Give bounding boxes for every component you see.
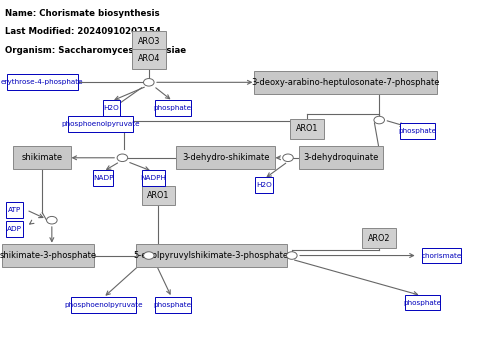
FancyBboxPatch shape (132, 31, 166, 51)
Text: 3-deoxy-arabino-heptulosonate-7-phosphate: 3-deoxy-arabino-heptulosonate-7-phosphat… (252, 78, 440, 87)
Text: 3-dehydro-shikimate: 3-dehydro-shikimate (182, 153, 269, 162)
Text: ARO3: ARO3 (138, 37, 160, 46)
Text: H2O: H2O (104, 105, 119, 111)
FancyBboxPatch shape (290, 119, 324, 139)
Text: phosphoenolpyruvate: phosphoenolpyruvate (64, 302, 143, 308)
Text: ARO1: ARO1 (296, 124, 318, 133)
FancyBboxPatch shape (405, 295, 440, 310)
FancyBboxPatch shape (135, 244, 287, 267)
FancyBboxPatch shape (6, 221, 23, 237)
FancyBboxPatch shape (299, 146, 383, 169)
FancyBboxPatch shape (71, 297, 136, 313)
Text: shikimate-3-phosphate: shikimate-3-phosphate (0, 251, 96, 260)
Text: NADP: NADP (93, 175, 113, 181)
FancyBboxPatch shape (6, 202, 23, 218)
Text: shikimate: shikimate (22, 153, 63, 162)
Text: 3-dehydroquinate: 3-dehydroquinate (303, 153, 379, 162)
Text: ARO2: ARO2 (368, 234, 390, 243)
Circle shape (283, 154, 293, 162)
Text: phosphate: phosphate (398, 128, 437, 134)
FancyBboxPatch shape (362, 228, 396, 248)
FancyBboxPatch shape (13, 146, 71, 169)
Text: 5-enolpyruvylshikimate-3-phosphate: 5-enolpyruvylshikimate-3-phosphate (133, 251, 289, 260)
Text: H2O: H2O (256, 182, 272, 188)
FancyBboxPatch shape (422, 248, 461, 263)
FancyBboxPatch shape (103, 100, 120, 116)
Circle shape (374, 116, 384, 124)
FancyBboxPatch shape (142, 186, 175, 205)
Text: phosphoenolpyruvate: phosphoenolpyruvate (61, 121, 140, 127)
Circle shape (144, 79, 154, 86)
Text: phosphate: phosphate (154, 105, 192, 111)
Text: Organism: Saccharomyces cerevisiae: Organism: Saccharomyces cerevisiae (5, 46, 186, 55)
Text: ADP: ADP (7, 226, 22, 232)
Text: NADPH: NADPH (141, 175, 167, 181)
FancyBboxPatch shape (400, 123, 435, 139)
FancyBboxPatch shape (2, 244, 94, 267)
Circle shape (144, 252, 154, 259)
Circle shape (117, 154, 128, 162)
FancyBboxPatch shape (155, 297, 191, 313)
Text: ARO4: ARO4 (138, 55, 160, 63)
Circle shape (287, 252, 297, 259)
Text: erythrose-4-phosphate: erythrose-4-phosphate (1, 79, 84, 85)
Circle shape (47, 216, 57, 224)
Text: chorismate: chorismate (421, 252, 462, 259)
Text: ARO1: ARO1 (147, 191, 169, 200)
FancyBboxPatch shape (255, 177, 273, 193)
FancyBboxPatch shape (176, 146, 275, 169)
Text: Last Modified: 20240910202154: Last Modified: 20240910202154 (5, 27, 161, 36)
Text: Name: Chorismate biosynthesis: Name: Chorismate biosynthesis (5, 9, 159, 17)
FancyBboxPatch shape (155, 100, 191, 116)
FancyBboxPatch shape (254, 71, 437, 94)
FancyBboxPatch shape (7, 74, 78, 90)
Text: phosphate: phosphate (154, 302, 192, 308)
FancyBboxPatch shape (132, 49, 166, 69)
FancyBboxPatch shape (93, 170, 113, 186)
Text: ATP: ATP (8, 207, 21, 213)
FancyBboxPatch shape (142, 170, 165, 186)
FancyBboxPatch shape (68, 116, 133, 132)
Text: phosphate: phosphate (403, 299, 442, 306)
